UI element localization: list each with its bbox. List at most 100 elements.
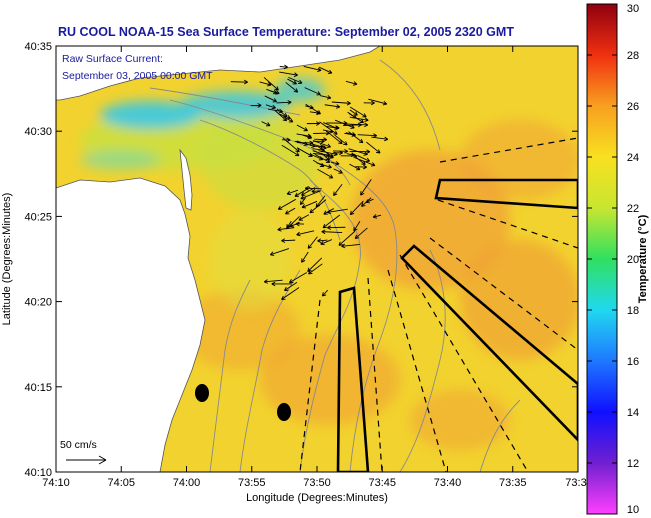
current-vector [371, 136, 389, 142]
colorbar-tick-label: 10 [627, 504, 639, 516]
current-vector [286, 220, 292, 229]
current-vector [287, 78, 297, 85]
y-axis-ticks: 40:35 40:30 40:25 40:20 40:15 40:10 [24, 41, 578, 479]
x-tick-label: 74:05 [107, 477, 135, 489]
current-vector [349, 106, 367, 118]
current-vector [298, 214, 310, 221]
current-vector [372, 214, 382, 219]
x-tick-label: 73:45 [368, 477, 396, 489]
x-tick-label: 73:50 [303, 477, 331, 489]
inset-line-2: September 03, 2005 00:00 GMT [62, 70, 213, 82]
y-tick-label: 40:15 [24, 382, 52, 394]
y-tick-label: 40:10 [24, 467, 52, 479]
current-vector [295, 221, 304, 227]
current-vector [303, 66, 322, 72]
current-vector [347, 122, 369, 128]
current-vector [317, 238, 328, 244]
current-vector [323, 208, 335, 215]
current-vector [345, 132, 356, 137]
current-vector [355, 164, 368, 170]
current-vector [281, 137, 291, 143]
current-vector [323, 122, 339, 130]
current-vector [361, 197, 372, 207]
colorbar-tick-label: 28 [627, 50, 639, 62]
survey-boxes [336, 178, 578, 472]
x-tick-label: 73:40 [434, 477, 462, 489]
current-vector [308, 263, 323, 275]
current-vector [321, 289, 329, 297]
current-vector [279, 64, 288, 70]
current-vector [286, 189, 299, 196]
current-vector [269, 90, 280, 95]
colorbar-tick-label: 16 [627, 356, 639, 368]
y-tick-label: 40:35 [24, 41, 52, 53]
current-vector [366, 141, 381, 154]
current-vector [304, 87, 321, 96]
current-vector [300, 190, 322, 200]
current-vector [349, 200, 364, 216]
x-tick-label: 73:55 [238, 477, 266, 489]
current-vector [330, 161, 340, 166]
current-vector [321, 229, 343, 235]
y-tick-label: 40:20 [24, 297, 52, 309]
current-vector [281, 144, 300, 157]
x-tick-label: 73:3 [565, 477, 586, 489]
current-vector [357, 155, 370, 162]
current-vector [309, 153, 324, 161]
current-vector [320, 239, 333, 246]
current-vector [349, 163, 361, 171]
current-vector [313, 140, 331, 149]
current-vector [316, 162, 332, 169]
current-vector [281, 287, 300, 301]
colorbar-ticks: 30 28 26 24 22 20 18 16 14 12 10 [587, 3, 639, 516]
scale-label: 50 cm/s [60, 439, 97, 451]
current-vector [301, 200, 318, 209]
colorbar-tick-label: 30 [627, 3, 639, 15]
current-vector [348, 131, 364, 144]
current-vector [328, 132, 343, 145]
current-vector [296, 140, 314, 146]
current-vector [317, 168, 334, 179]
current-vector [363, 100, 375, 106]
current-vector [360, 179, 372, 196]
current-vector [284, 281, 298, 292]
colorbar-label: Temperature (°C) [637, 214, 649, 303]
x-tick-label: 74:00 [173, 477, 201, 489]
current-vector [264, 95, 278, 103]
current-vector [279, 71, 298, 77]
current-vector [269, 248, 289, 256]
current-vector [285, 82, 299, 93]
current-vector [296, 230, 315, 237]
current-vector [338, 230, 356, 246]
current-vector [283, 116, 294, 123]
land-masses [56, 46, 381, 472]
current-vector [333, 183, 343, 196]
current-vector [309, 110, 321, 116]
current-vector [354, 227, 368, 240]
current-vector [281, 238, 296, 243]
current-vector [309, 142, 327, 150]
chart-title: RU COOL NOAA-15 Sea Surface Temperature:… [58, 25, 514, 39]
current-vector [276, 100, 292, 105]
current-vector [277, 198, 297, 210]
current-vector [263, 77, 279, 91]
current-vector [288, 76, 303, 84]
scale-arrow [66, 455, 107, 465]
current-vector [349, 149, 371, 154]
current-vector [327, 225, 346, 230]
x-axis-ticks: 74:10 74:05 74:00 73:55 73:50 73:45 73:40 73:35… [42, 46, 587, 489]
current-vector [340, 153, 358, 159]
current-vector [306, 121, 320, 126]
current-vector [261, 121, 271, 127]
current-vector [322, 214, 341, 229]
colorbar-tick-label: 14 [627, 407, 639, 419]
current-vector [319, 121, 338, 135]
station-marker [277, 403, 291, 421]
current-vector [345, 80, 358, 86]
current-vector [334, 119, 355, 129]
current-vector [259, 81, 272, 87]
current-vector [230, 79, 248, 85]
current-vector [315, 195, 326, 208]
colorbar-tick-label: 26 [627, 101, 639, 113]
